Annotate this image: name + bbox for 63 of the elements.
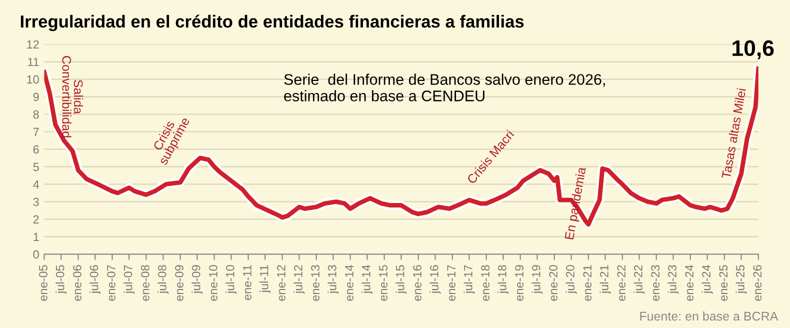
y-tick-label: 6 bbox=[33, 145, 39, 154]
annotation: Serie del Informe de Bancos salvo enero 2026, estimado en base a CENDEU bbox=[284, 74, 605, 102]
x-tick-label: ene-22 bbox=[617, 265, 626, 301]
x-tick-label: ene-18 bbox=[481, 265, 490, 301]
x-tick-label: ene-11 bbox=[243, 265, 252, 300]
y-tick-label: 7 bbox=[33, 128, 39, 136]
annotation: 10,6 bbox=[732, 40, 774, 60]
y-tick-label: 1 bbox=[34, 232, 39, 241]
x-tick-label: ene-13 bbox=[311, 265, 320, 301]
x-tick-label: jul-14 bbox=[362, 264, 373, 294]
x-tick-label: jul-21 bbox=[600, 265, 611, 294]
y-tick-label: 2 bbox=[33, 215, 39, 224]
x-tick-label: ene-24 bbox=[685, 264, 694, 301]
x-tick-label: jul-22 bbox=[634, 265, 645, 294]
y-tick-label: 5 bbox=[33, 162, 39, 172]
x-tick-label: jul-23 bbox=[668, 265, 679, 294]
x-tick-label: jul-12 bbox=[294, 265, 305, 294]
x-tick-label: ene-26 bbox=[753, 265, 762, 301]
x-tick-label: ene-06 bbox=[73, 265, 82, 301]
x-tick-label: ene-16 bbox=[413, 265, 422, 301]
x-tick-label: jul-05 bbox=[56, 265, 67, 294]
x-tick-label: jul-13 bbox=[328, 265, 339, 294]
x-tick-label: ene-10 bbox=[209, 265, 218, 301]
x-tick-label: jul-17 bbox=[464, 265, 475, 294]
x-tick-label: ene-14 bbox=[345, 264, 354, 301]
x-tick-label: jul-08 bbox=[158, 265, 169, 294]
x-tick-label: ene-12 bbox=[277, 265, 286, 301]
x-tick-label: ene-19 bbox=[515, 265, 524, 301]
x-tick-label: jul-15 bbox=[396, 265, 407, 294]
x-tick-label: ene-15 bbox=[379, 265, 388, 301]
y-tick-label: 8 bbox=[33, 110, 39, 119]
y-tick-label: 0 bbox=[33, 250, 39, 259]
x-tick-label: jul-25 bbox=[736, 265, 747, 294]
x-tick-label: jul-09 bbox=[192, 265, 203, 294]
x-tick-label: jul-20 bbox=[566, 265, 577, 294]
x-tick-label: jul-07 bbox=[124, 265, 135, 294]
x-tick-label: ene-05 bbox=[39, 265, 48, 301]
x-tick-label: ene-08 bbox=[141, 265, 150, 301]
x-tick-label: ene-21 bbox=[583, 265, 592, 301]
x-tick-label: jul-24 bbox=[702, 264, 713, 294]
x-tick-label: ene-25 bbox=[719, 265, 728, 301]
x-tick-label: jul-06 bbox=[90, 265, 101, 294]
x-tick-label: jul-18 bbox=[498, 265, 509, 294]
y-tick-label: 9 bbox=[33, 92, 39, 102]
annotation: Salida Convertibilidad bbox=[62, 56, 84, 138]
y-tick-label: 10 bbox=[27, 75, 39, 84]
x-tick-label: jul-19 bbox=[532, 265, 543, 294]
x-tick-label: ene-17 bbox=[447, 265, 456, 301]
x-tick-label: jul-11 bbox=[260, 265, 271, 293]
x-tick-label: ene-07 bbox=[107, 265, 116, 301]
y-tick-label: 4 bbox=[33, 180, 40, 189]
y-tick-label: 11 bbox=[28, 58, 39, 66]
x-tick-label: jul-10 bbox=[226, 265, 237, 294]
annotation: En pandemia bbox=[564, 166, 588, 240]
x-tick-label: ene-09 bbox=[175, 265, 184, 301]
y-tick-label: 3 bbox=[33, 198, 39, 206]
source-note: Fuente: en base a BCRA bbox=[640, 311, 778, 321]
x-tick-label: ene-23 bbox=[651, 265, 660, 301]
annotation: Tasas altas Milei bbox=[721, 88, 746, 179]
y-tick-label: 12 bbox=[27, 40, 39, 49]
x-tick-label: ene-20 bbox=[549, 265, 558, 301]
x-tick-label: jul-16 bbox=[430, 265, 441, 294]
chart-title: Irregularidad en el crédito de entidades financieras a familias bbox=[20, 14, 524, 32]
